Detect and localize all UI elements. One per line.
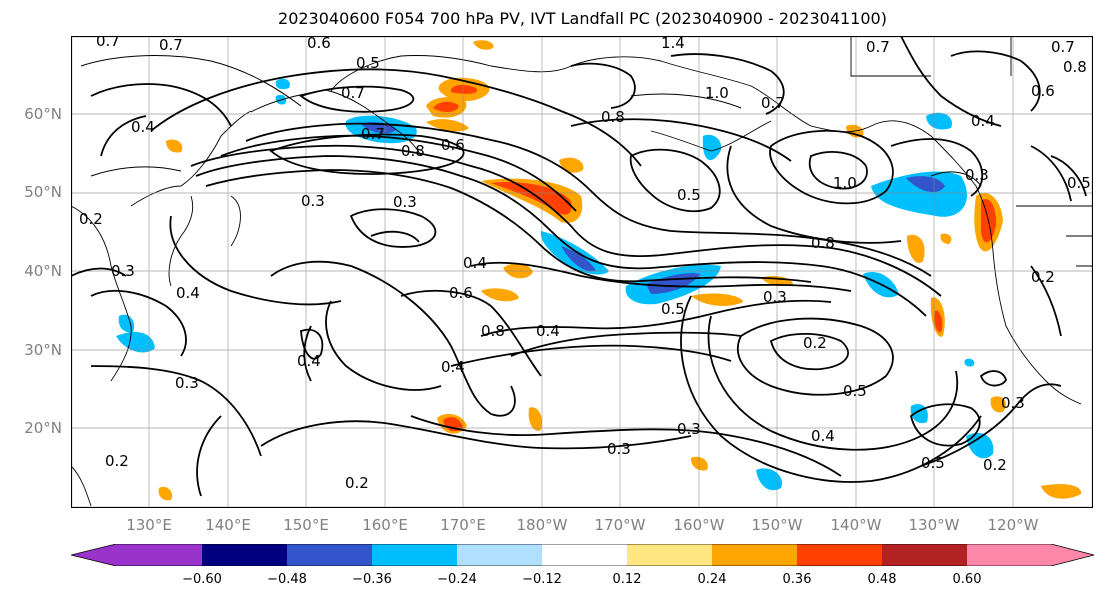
contour-label: 0.7 xyxy=(761,94,785,112)
contour-label: 0.8 xyxy=(601,108,625,126)
lat-label: 40°N xyxy=(24,262,62,280)
contour-label: 0.6 xyxy=(307,36,331,52)
contour-label: 0.3 xyxy=(175,374,199,392)
map-panel: 0.7 0.7 0.6 0.5 1.4 0.7 0.7 0.8 0.6 0.7 … xyxy=(71,36,1093,508)
contour-label: 0.5 xyxy=(843,382,867,400)
contour-label: 1.0 xyxy=(705,84,729,102)
lon-label: 180°W xyxy=(516,516,568,534)
lat-label: 50°N xyxy=(24,183,62,201)
contour-labels: 0.7 0.7 0.6 0.5 1.4 0.7 0.7 0.8 0.6 0.7 … xyxy=(79,36,1091,492)
contour-label: 0.3 xyxy=(301,192,325,210)
contour-label: 1.0 xyxy=(833,174,857,192)
colorbar-segment xyxy=(116,544,202,566)
contour-label: 0.2 xyxy=(1031,268,1055,286)
colorbar-segment xyxy=(712,544,797,566)
colorbar-tick-label: 0.24 xyxy=(697,572,727,587)
lat-label: 60°N xyxy=(24,105,62,123)
lon-label: 160°W xyxy=(673,516,725,534)
contour-label: 0.4 xyxy=(463,254,487,272)
map-title: 2023040600 F054 700 hPa PV, IVT Landfall… xyxy=(278,9,887,28)
contour-label: 0.6 xyxy=(1031,82,1055,100)
contour-label: 0.2 xyxy=(105,452,129,470)
colorbar-tick-label: −0.60 xyxy=(182,572,222,587)
colorbar-segment xyxy=(372,544,457,566)
lon-label: 130°W xyxy=(908,516,960,534)
colorbar-segment xyxy=(882,544,967,566)
gridlines xyxy=(71,36,1093,508)
contour-label: 0.4 xyxy=(441,358,465,376)
contour-label: 0.6 xyxy=(449,284,473,302)
lon-label: 140°E xyxy=(205,516,251,534)
colorbar-tick-label: 0.12 xyxy=(612,572,642,587)
lat-label: 20°N xyxy=(24,419,62,437)
contour-label: 0.7 xyxy=(341,84,365,102)
contour-label: 0.8 xyxy=(1063,58,1087,76)
contour-label: 0.8 xyxy=(811,234,835,252)
lon-label: 170°W xyxy=(594,516,646,534)
anomaly-shading xyxy=(116,40,1082,501)
contour-label: 0.5 xyxy=(1067,174,1091,192)
contour-label: 0.3 xyxy=(965,166,989,184)
pv-contours xyxy=(71,36,1087,497)
contour-label: 0.3 xyxy=(1001,394,1025,412)
contour-label: 1.4 xyxy=(661,36,685,52)
colorbar-segment xyxy=(287,544,372,566)
colorbar-segment xyxy=(797,544,882,566)
lon-label: 150°W xyxy=(751,516,803,534)
contour-label: 0.2 xyxy=(79,210,103,228)
contour-label: 0.7 xyxy=(1051,38,1075,56)
colorbar-tick-label: 0.48 xyxy=(867,572,897,587)
colorbar-segment xyxy=(202,544,287,566)
lon-label: 160°E xyxy=(362,516,408,534)
contour-label: 0.3 xyxy=(607,440,631,458)
contour-label: 0.4 xyxy=(811,427,835,445)
contour-label: 0.6 xyxy=(441,136,465,154)
colorbar-segment xyxy=(542,544,627,566)
contour-label: 0.7 xyxy=(361,125,385,143)
contour-label: 0.5 xyxy=(661,300,685,318)
lon-label: 130°E xyxy=(126,516,172,534)
contour-label: 0.2 xyxy=(983,456,1007,474)
colorbar-tick-label: −0.48 xyxy=(267,572,307,587)
contour-label: 0.2 xyxy=(803,334,827,352)
colorbar-segment xyxy=(967,544,1051,566)
colorbar xyxy=(71,544,1095,566)
pv-contours-thin xyxy=(80,55,982,187)
contour-label: 0.3 xyxy=(111,262,135,280)
colorbar-segment xyxy=(457,544,542,566)
contour-label: 0.4 xyxy=(131,118,155,136)
contour-label: 0.8 xyxy=(401,142,425,160)
lon-label: 140°W xyxy=(830,516,882,534)
contour-label: 0.8 xyxy=(481,322,505,340)
lat-label: 30°N xyxy=(24,341,62,359)
colorbar-extend-low xyxy=(71,544,116,566)
contour-label: 0.3 xyxy=(677,420,701,438)
contour-label: 0.7 xyxy=(866,38,890,56)
contour-label: 0.4 xyxy=(536,322,560,340)
colorbar-segment xyxy=(627,544,712,566)
contour-label: 0.2 xyxy=(345,474,369,492)
contour-label: 0.4 xyxy=(971,112,995,130)
contour-label: 0.4 xyxy=(297,352,321,370)
colorbar-tick-label: 0.36 xyxy=(782,572,812,587)
colorbar-tick-label: −0.12 xyxy=(522,572,562,587)
contour-label: 0.5 xyxy=(356,54,380,72)
colorbar-tick-label: 0.60 xyxy=(952,572,982,587)
map-frame xyxy=(71,36,1093,508)
colorbar-tick-label: −0.36 xyxy=(352,572,392,587)
contour-label: 0.3 xyxy=(763,288,787,306)
contour-label: 0.3 xyxy=(393,193,417,211)
colorbar-extend-high xyxy=(1051,544,1094,566)
contour-label: 0.5 xyxy=(677,186,701,204)
lon-label: 120°W xyxy=(987,516,1039,534)
contour-label: 0.7 xyxy=(96,36,120,50)
lon-label: 170°E xyxy=(440,516,486,534)
contour-label: 0.4 xyxy=(176,284,200,302)
contour-label: 0.7 xyxy=(159,36,183,54)
contour-label: 0.5 xyxy=(921,454,945,472)
lon-label: 150°E xyxy=(283,516,329,534)
colorbar-tick-label: −0.24 xyxy=(437,572,477,587)
